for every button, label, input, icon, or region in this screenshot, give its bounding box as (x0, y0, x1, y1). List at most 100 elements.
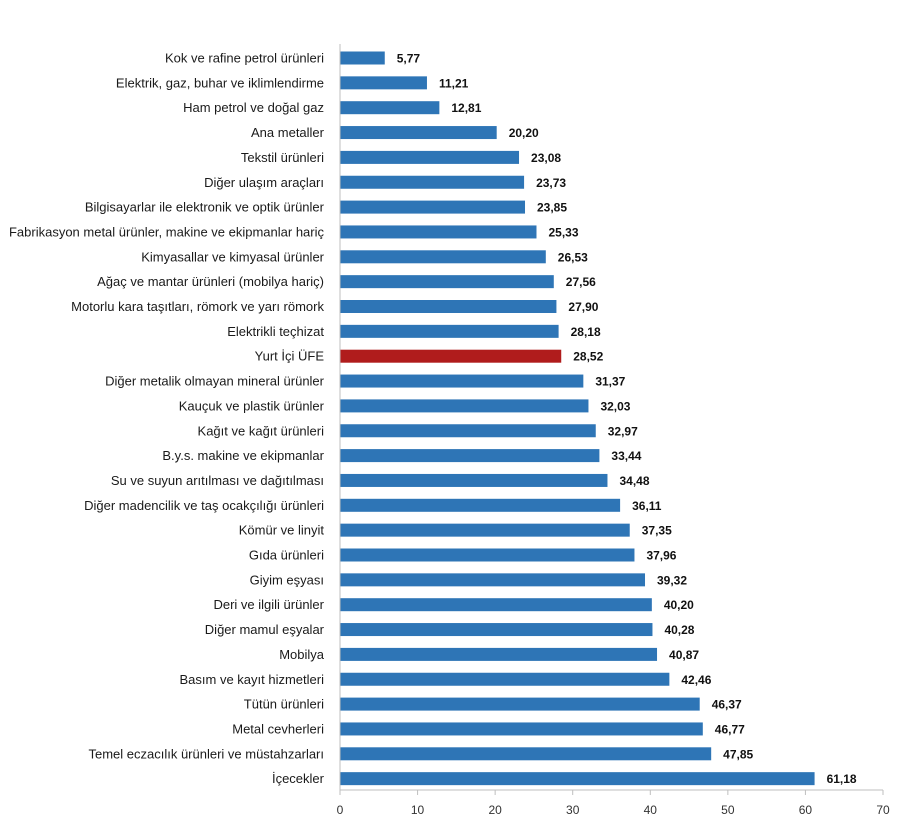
category-label: Ham petrol ve doğal gaz (183, 100, 324, 115)
bar (340, 126, 497, 140)
category-label: Kauçuk ve plastik ürünler (179, 398, 325, 413)
value-label: 46,77 (715, 722, 745, 736)
category-label: Mobilya (279, 647, 325, 662)
value-label: 11,21 (439, 76, 469, 90)
category-label: B.y.s. makine ve ekipmanlar (162, 448, 324, 463)
category-label: Diğer mamul eşyalar (205, 622, 325, 637)
category-label: Diğer metalik olmayan mineral ürünler (105, 374, 325, 389)
x-tick-label: 20 (488, 803, 502, 817)
x-tick-label: 10 (411, 803, 425, 817)
category-labels: Kok ve rafine petrol ürünleri Elektrik, g… (9, 51, 325, 787)
bar-highlight (340, 349, 562, 363)
category-label: Tekstil ürünleri (241, 150, 324, 165)
bar (340, 150, 520, 164)
bar (340, 324, 559, 338)
value-label: 46,37 (712, 698, 742, 712)
category-label: Kağıt ve kağıt ürünleri (198, 423, 325, 438)
value-label: 61,18 (827, 772, 857, 786)
value-label: 23,73 (536, 176, 566, 190)
bar (340, 225, 537, 239)
value-label: 36,11 (632, 499, 662, 513)
bar (340, 300, 557, 313)
value-label: 37,35 (642, 524, 672, 538)
value-label: 12,81 (451, 101, 481, 115)
category-label: Fabrikasyon metal ürünler, makine ve eki… (9, 224, 325, 239)
x-axis: 0 10 20 30 40 50 60 70 (337, 44, 890, 817)
category-label: Diğer ulaşım araçları (204, 175, 324, 190)
value-label: 40,20 (664, 598, 694, 612)
x-tick-label: 30 (566, 803, 580, 817)
category-label: Deri ve ilgili ürünler (213, 597, 324, 612)
bar (340, 498, 621, 512)
bar (340, 747, 712, 761)
bar (340, 623, 653, 637)
value-label: 28,52 (573, 350, 603, 364)
value-label: 40,28 (664, 623, 694, 637)
bar (340, 175, 525, 189)
value-label: 5,77 (397, 52, 421, 66)
bar (340, 573, 646, 587)
category-label: Kok ve rafine petrol ürünleri (165, 51, 324, 66)
value-label: 25,33 (548, 225, 578, 239)
value-label: 32,97 (608, 424, 638, 438)
value-label: 27,90 (568, 300, 598, 314)
bar (340, 76, 427, 90)
bar (340, 598, 652, 612)
x-tick-label: 60 (799, 803, 813, 817)
value-label: 42,46 (681, 673, 711, 687)
value-label: 37,96 (646, 549, 676, 563)
bar (340, 250, 546, 264)
value-label: 20,20 (509, 126, 539, 140)
category-label: Metal cevherleri (232, 721, 324, 736)
x-tick-label: 50 (721, 803, 735, 817)
value-label: 23,08 (531, 151, 561, 165)
value-label: 26,53 (558, 250, 588, 264)
value-label: 32,03 (600, 399, 630, 413)
bar (340, 200, 526, 214)
bar (340, 672, 670, 686)
bar (340, 697, 700, 711)
x-tick-label: 0 (337, 803, 344, 817)
bar (340, 275, 554, 289)
bar (340, 772, 815, 786)
bar (340, 548, 635, 562)
value-label: 27,56 (566, 275, 596, 289)
category-label: Bilgisayarlar ile elektronik ve optik ür… (85, 200, 325, 215)
value-label: 31,37 (595, 375, 625, 389)
category-label: Gıda ürünleri (249, 548, 324, 563)
value-labels: 5,77 11,21 12,81 20,20 23,08 23,73 23,85 25,33 2… (397, 52, 857, 787)
category-label: Tütün ürünleri (244, 697, 324, 712)
value-label: 34,48 (619, 474, 649, 488)
bar (340, 51, 385, 65)
bar (340, 722, 703, 736)
category-label: Kimyasallar ve kimyasal ürünler (141, 249, 324, 264)
bar (340, 523, 630, 537)
bar (340, 101, 440, 115)
value-label: 47,85 (723, 747, 753, 761)
category-label: Motorlu kara taşıtları, römork ve yarı r… (71, 299, 324, 314)
category-label: Elektrik, gaz, buhar ve iklimlendirme (116, 75, 324, 90)
bars-group (340, 51, 815, 786)
value-label: 28,18 (571, 325, 601, 339)
bar (340, 473, 608, 487)
bar (340, 424, 596, 438)
value-label: 40,87 (669, 648, 699, 662)
bar (340, 399, 589, 413)
x-tick-label: 70 (876, 803, 890, 817)
category-label: Ana metaller (251, 125, 325, 140)
category-label: Basım ve kayıt hizmetleri (180, 672, 325, 687)
category-label: Yurt İçi ÜFE (255, 349, 325, 364)
value-label: 33,44 (611, 449, 641, 463)
category-label: Su ve suyun arıtılması ve dağıtılması (111, 473, 324, 488)
value-label: 39,32 (657, 573, 687, 587)
x-tick-label: 40 (644, 803, 658, 817)
category-label: Ağaç ve mantar ürünleri (mobilya hariç) (97, 274, 324, 289)
category-label: Kömür ve linyit (239, 523, 325, 538)
bar (340, 374, 584, 388)
category-label: İçecekler (272, 771, 325, 786)
value-label: 23,85 (537, 201, 567, 215)
category-label: Temel eczacılık ürünleri ve müstahzarlar… (88, 746, 324, 761)
category-label: Giyim eşyası (250, 572, 324, 587)
bar (340, 647, 658, 661)
